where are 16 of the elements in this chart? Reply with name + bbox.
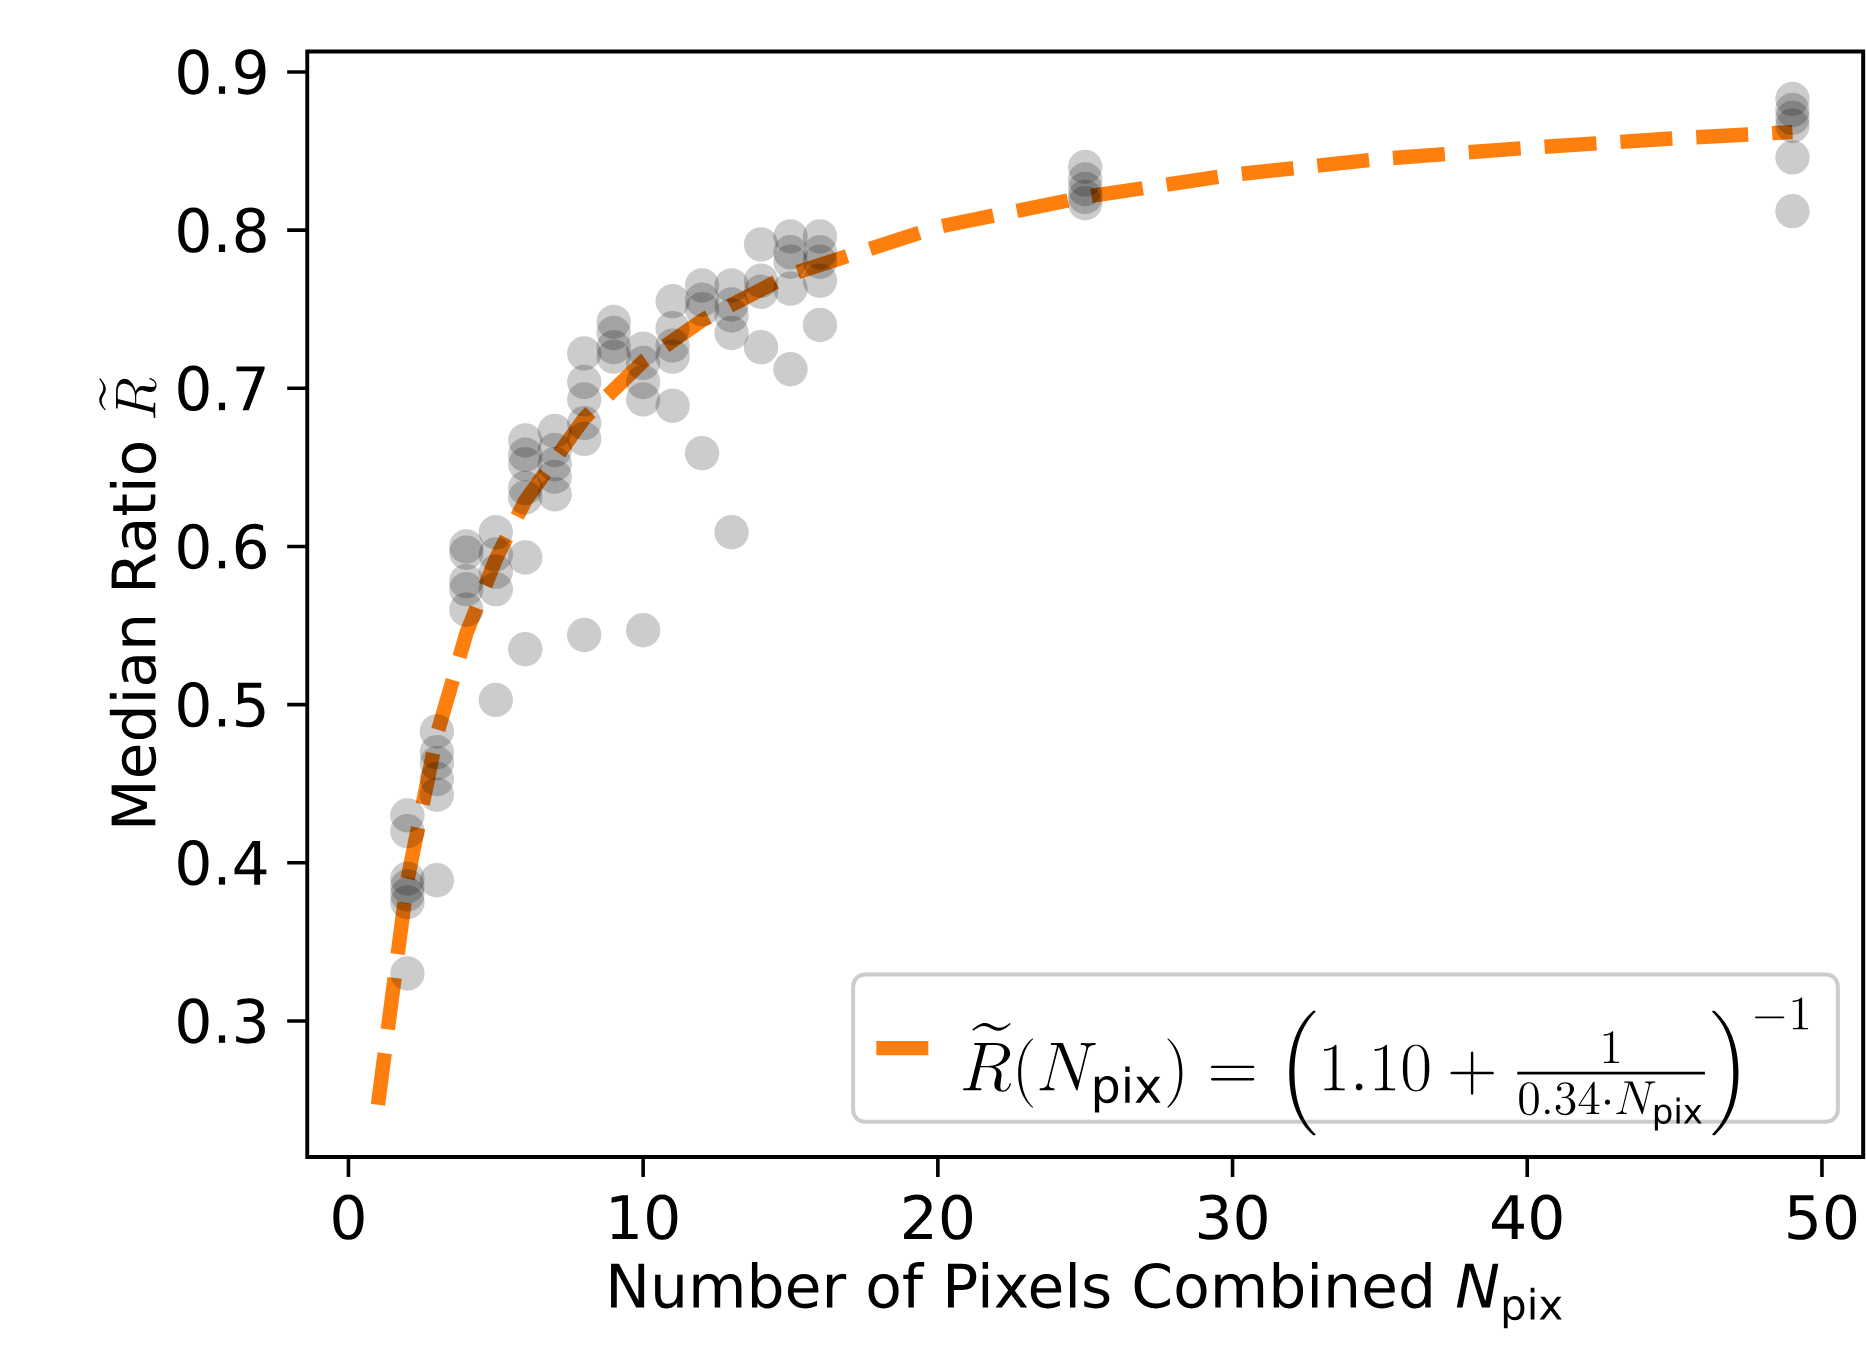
y-axis-title: $\text{Median Ratio }\widetilde{R}$ [99, 378, 157, 826]
y-tick-label: 0.5 [178, 681, 265, 728]
x-tick-label: 10 [611, 1194, 678, 1240]
y-tick-label: 0.9 [178, 49, 266, 95]
x-tick-label: 0 [333, 1194, 364, 1240]
y-tick-label: 0.8 [178, 207, 266, 253]
legend-label: $\widetilde{R}(N_{\mathrm{pix}}) = \left(1.10 + \frac{1}{0.34\cdot N_{\mathrm{pix}}}\right)^{-1}$ [963, 997, 1809, 1136]
x-tick-label: 20 [904, 1194, 973, 1240]
x-tick-label: 30 [1198, 1194, 1267, 1240]
x-axis-title: Number of Pixels Combined N$_{pix}$ [611, 1262, 1562, 1329]
x-tick-label: 50 [1788, 1194, 1857, 1240]
y-tick-label: 0.3 [178, 998, 265, 1044]
x-tick-label: 40 [1492, 1194, 1562, 1240]
y-tick-label: 0.4 [178, 840, 267, 886]
y-tick-label: 0.7 [178, 365, 265, 412]
y-tick-label: 0.6 [178, 523, 266, 570]
